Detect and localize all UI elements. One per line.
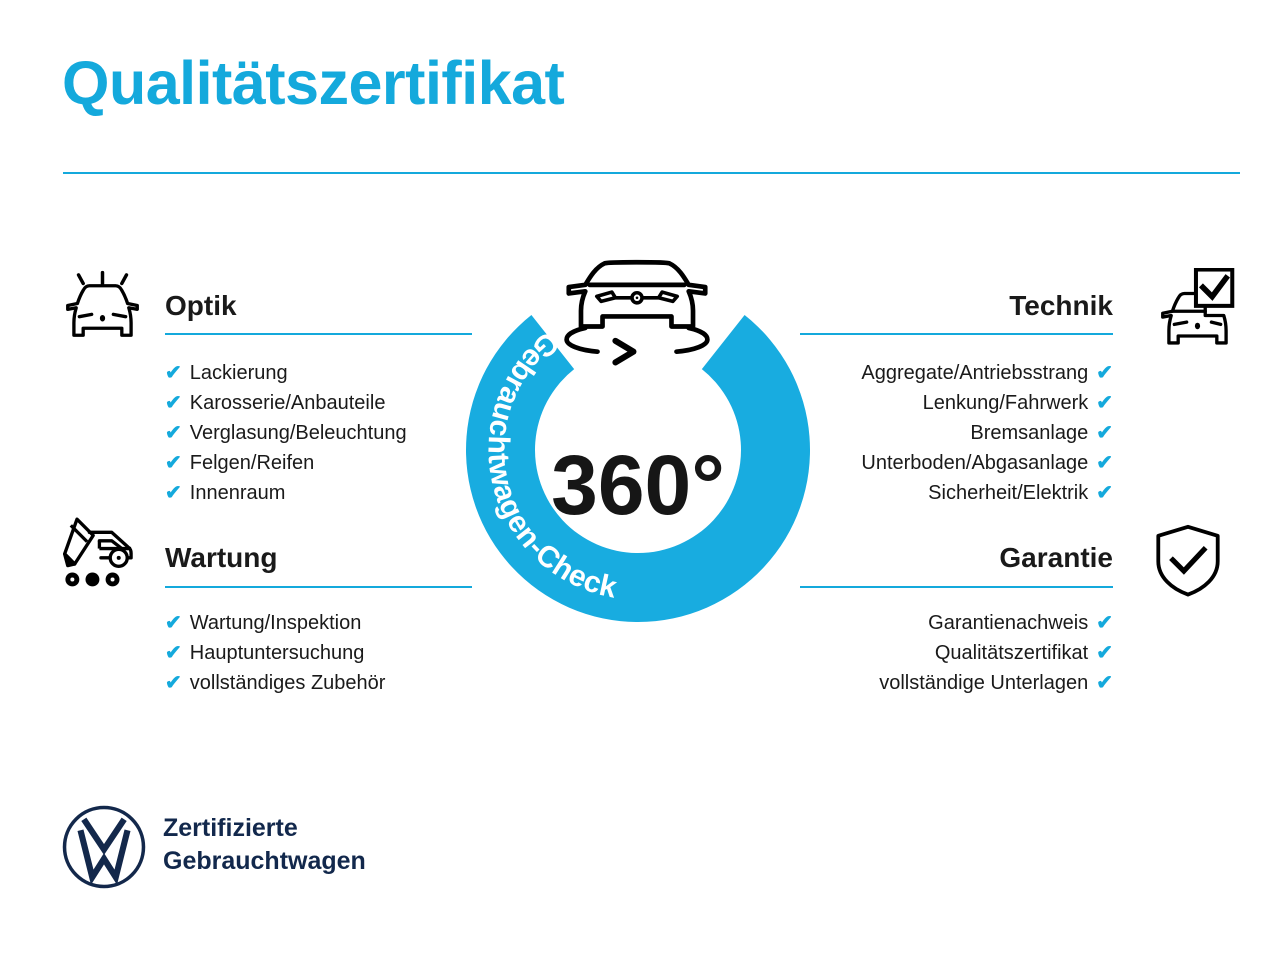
svg-text:360°: 360° (551, 438, 725, 532)
